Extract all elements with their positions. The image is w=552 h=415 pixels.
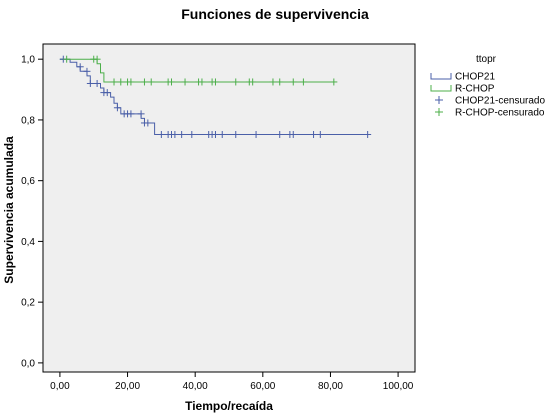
censor-layer (59, 55, 372, 139)
censor-mark-chop21-censurado (171, 131, 179, 139)
y-axis: 0,0 0,2 0,4 0,6 0,8 1,0 (21, 55, 43, 369)
y-tick-label: 1,0 (21, 55, 35, 66)
censor-mark-r-chop-censurado (168, 78, 176, 86)
censor-mark-chop21-censurado (103, 89, 111, 97)
censor-mark-r-chop-censurado (110, 78, 118, 86)
x-tick-label: 40,00 (183, 381, 208, 392)
legend-label: CHOP21 (455, 72, 495, 83)
censor-mark-r-chop-censurado (147, 78, 155, 86)
censor-mark-chop21-censurado (276, 131, 284, 139)
y-tick-label: 0,2 (21, 298, 35, 309)
x-tick-label: 20,00 (115, 381, 140, 392)
legend: ttopr CHOP21R-CHOPCHOP21-censuradoR-CHOP… (430, 54, 545, 119)
censor-mark-r-chop-censurado (289, 78, 297, 86)
legend-label: R-CHOP (455, 84, 495, 95)
censor-mark-chop21-censurado (178, 131, 186, 139)
x-tick-label: 100,00 (383, 381, 414, 392)
censor-mark-r-chop-censurado (63, 55, 71, 63)
censor-mark-chop21-censurado (157, 131, 165, 139)
censor-mark-r-chop-censurado (93, 55, 101, 63)
censor-mark-chop21-censurado (127, 110, 135, 118)
censor-mark-r-chop-censurado (232, 78, 240, 86)
y-tick-label: 0,4 (21, 237, 35, 248)
censor-mark-chop21-censurado (211, 131, 219, 139)
censor-mark-chop21-censurado (316, 131, 324, 139)
censor-mark-chop21-censurado (144, 119, 152, 127)
censor-mark-r-chop-censurado (117, 78, 125, 86)
censor-mark-chop21-censurado (113, 104, 121, 112)
legend-label: CHOP21-censurado (455, 96, 545, 107)
x-tick-label: 60,00 (250, 381, 275, 392)
censor-mark-r-chop-censurado (249, 78, 257, 86)
censor-mark-r-chop-censurado (127, 78, 135, 86)
legend-item-r-chop: R-CHOP (430, 84, 495, 95)
censor-mark-chop21-censurado (83, 67, 91, 75)
legend-title: ttopr (476, 54, 497, 65)
censor-mark-chop21-censurado (86, 79, 94, 87)
x-axis-label: Tiempo/recaída (185, 399, 273, 413)
legend-item-r-chop-censurado: R-CHOP-censurado (435, 108, 545, 119)
censor-mark-r-chop-censurado (330, 78, 338, 86)
x-tick-label: 0,00 (50, 381, 70, 392)
legend-item-chop21: CHOP21 (430, 72, 495, 83)
y-tick-label: 0,6 (21, 176, 35, 187)
censor-mark-r-chop-censurado (299, 78, 307, 86)
censor-mark-chop21-censurado (93, 79, 101, 87)
x-tick-label: 80,00 (318, 381, 343, 392)
censor-mark-r-chop-censurado (276, 78, 284, 86)
censor-mark-chop21-censurado (364, 131, 372, 139)
x-axis: 0,00 20,00 40,00 60,00 80,00 100,00 (50, 372, 414, 392)
censor-mark-r-chop-censurado (198, 78, 206, 86)
y-axis-label: Supervivencia acumulada (2, 136, 16, 284)
censor-mark-r-chop-censurado (140, 78, 148, 86)
y-tick-label: 0,8 (21, 115, 35, 126)
legend-label: R-CHOP-censurado (455, 108, 545, 119)
chart-title: Funciones de supervivencia (181, 6, 369, 22)
censor-mark-r-chop-censurado (181, 78, 189, 86)
censor-mark-chop21-censurado (137, 110, 145, 118)
censor-mark-r-chop-censurado (269, 78, 277, 86)
y-tick-label: 0,0 (21, 358, 35, 369)
censor-mark-chop21-censurado (310, 131, 318, 139)
censor-mark-chop21-censurado (289, 131, 297, 139)
censor-mark-chop21-censurado (232, 131, 240, 139)
censor-mark-chop21-censurado (76, 63, 84, 71)
censor-mark-chop21-censurado (252, 131, 260, 139)
censor-mark-r-chop-censurado (211, 78, 219, 86)
censor-mark-chop21-censurado (218, 131, 226, 139)
legend-item-chop21-censurado: CHOP21-censurado (435, 96, 545, 107)
censor-mark-chop21-censurado (188, 131, 196, 139)
plot-area (42, 43, 416, 373)
